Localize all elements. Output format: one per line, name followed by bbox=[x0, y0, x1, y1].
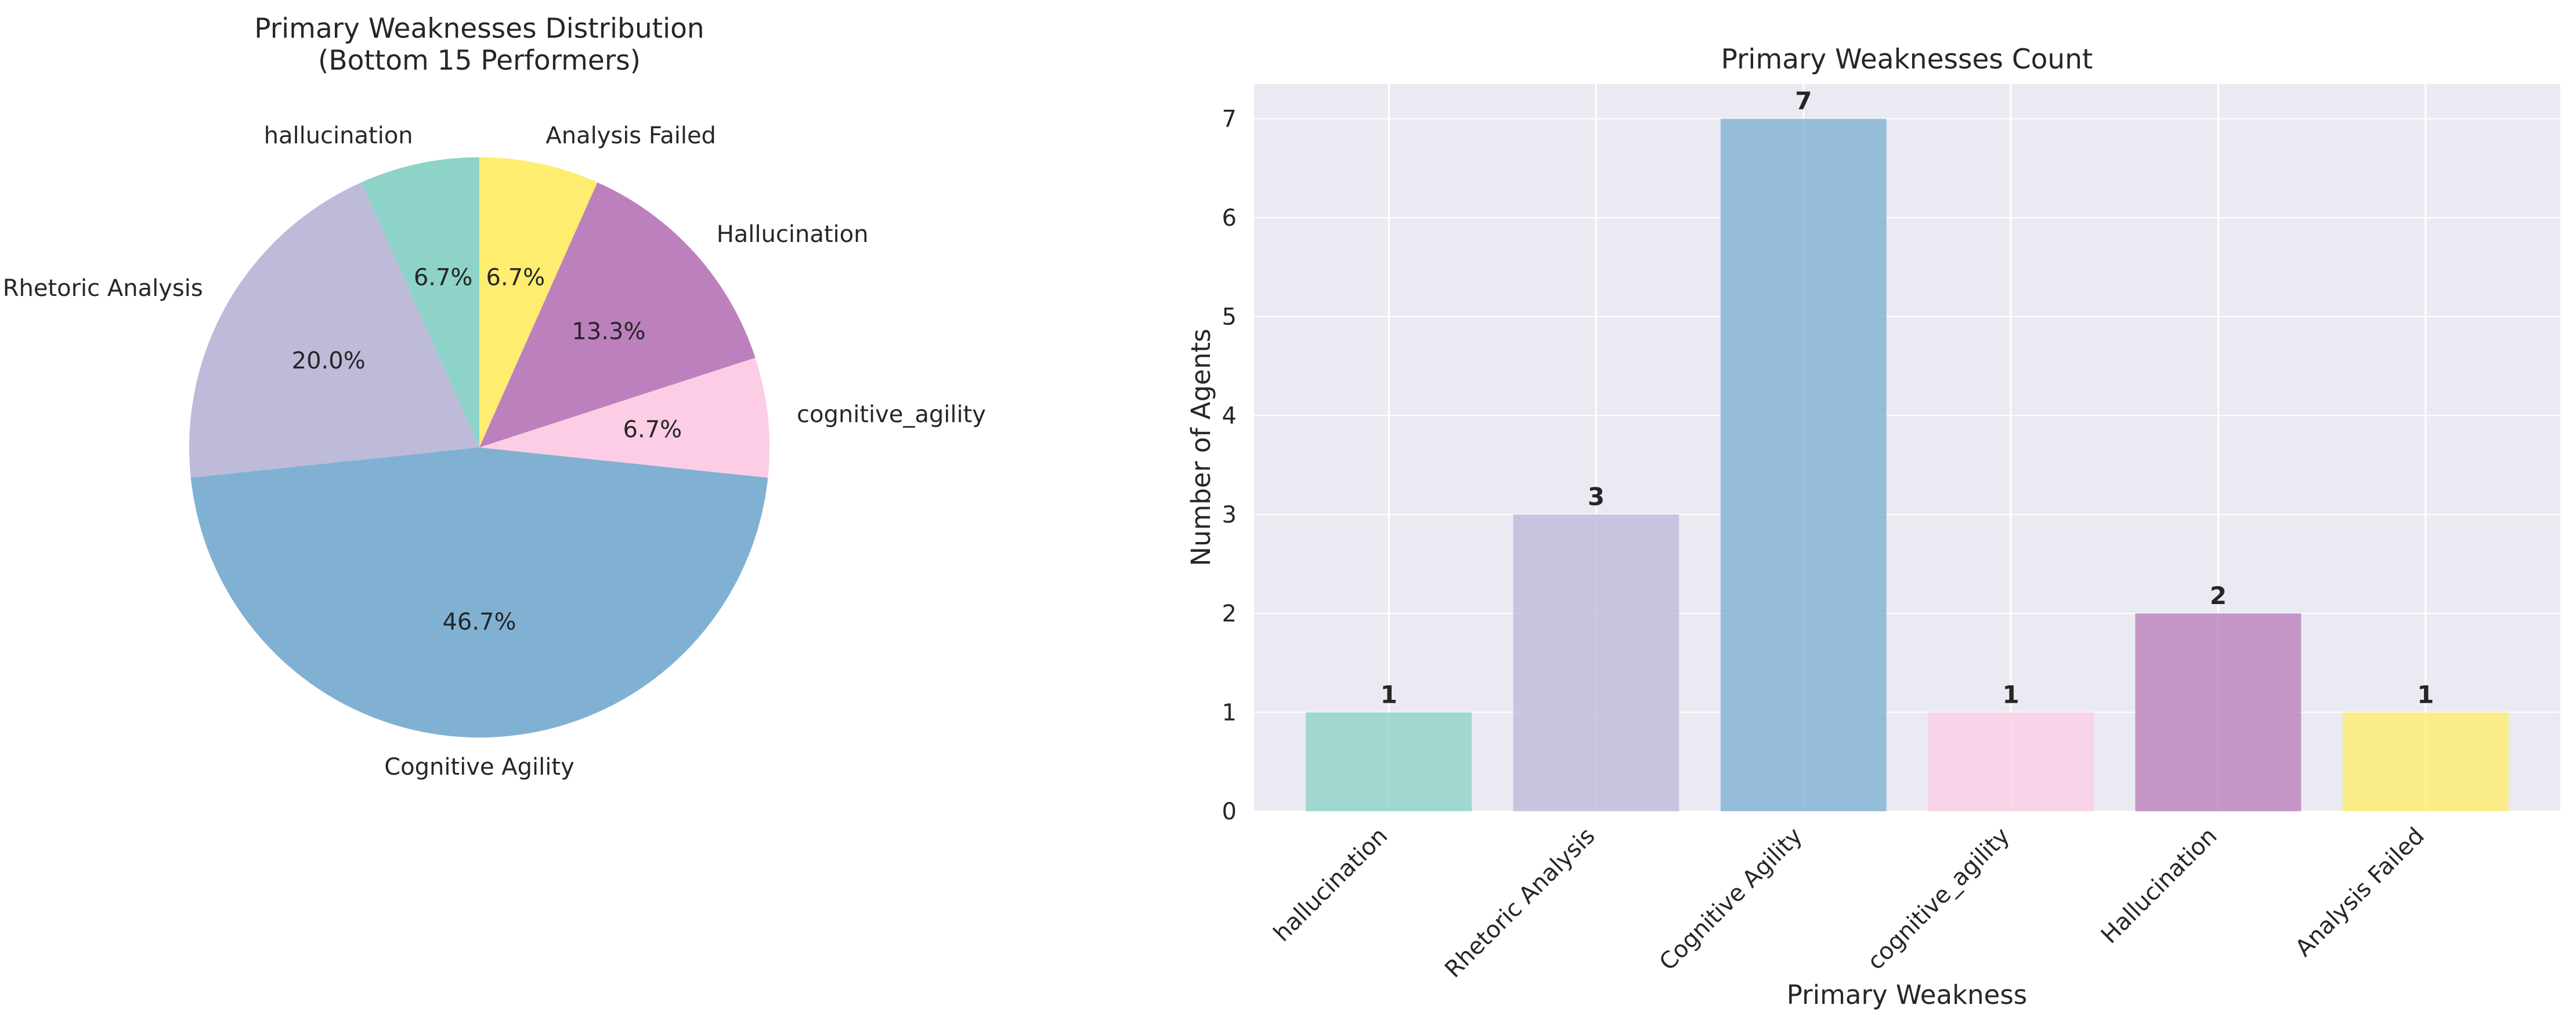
bar-y-axis-label: Number of Agents bbox=[1186, 328, 1216, 566]
pie-percent-label: 6.7% bbox=[414, 265, 473, 291]
pie-category-label: Analysis Failed bbox=[545, 122, 716, 149]
y-tick-label: 4 bbox=[1222, 403, 1237, 429]
bar-value-label: 3 bbox=[1588, 483, 1605, 511]
pie-slice bbox=[479, 157, 598, 447]
pie-category-label: hallucination bbox=[264, 122, 413, 149]
bar bbox=[1306, 712, 1472, 811]
bar-x-ticks: hallucination Rhetoric Analysis Cognitive … bbox=[1269, 823, 2430, 983]
pie-percent-label: 46.7% bbox=[442, 609, 516, 635]
pie-category-label: Rhetoric Analysis bbox=[3, 275, 203, 302]
x-tick-label: Rhetoric Analysis bbox=[1440, 823, 1600, 983]
pie-percent-label: 13.3% bbox=[572, 318, 645, 345]
pie-slice bbox=[479, 357, 769, 478]
bar bbox=[1720, 118, 1887, 812]
pie-percent-label: 6.7% bbox=[486, 265, 545, 291]
pie-slice bbox=[189, 182, 479, 478]
bar-x-axis-label: Primary Weakness bbox=[1787, 980, 2027, 1010]
y-tick-label: 3 bbox=[1222, 502, 1237, 529]
y-tick-label: 6 bbox=[1222, 205, 1237, 232]
x-tick-label: Analysis Failed bbox=[2290, 823, 2430, 962]
y-tick-label: 7 bbox=[1222, 106, 1237, 133]
pie-slice bbox=[361, 157, 479, 447]
bar bbox=[2342, 712, 2509, 811]
pie-slices bbox=[189, 157, 769, 738]
y-tick-label: 5 bbox=[1222, 304, 1237, 331]
pie-percent-label: 20.0% bbox=[292, 348, 366, 374]
x-tick-label: cognitive_agility bbox=[1862, 823, 2015, 975]
pie-percent-label: 6.7% bbox=[623, 417, 682, 443]
y-tick-label: 2 bbox=[1222, 601, 1237, 627]
bar-value-label: 1 bbox=[2417, 681, 2434, 709]
pie-category-label: Hallucination bbox=[717, 221, 869, 248]
bar-value-label: 2 bbox=[2210, 581, 2227, 610]
pie-slice bbox=[190, 447, 768, 738]
x-tick-label: Hallucination bbox=[2096, 823, 2223, 949]
pie-labels: 6.7% hallucination 20.0% Rhetoric Analysis 4… bbox=[3, 122, 986, 780]
bar bbox=[2135, 613, 2302, 811]
y-tick-label: 1 bbox=[1222, 700, 1237, 727]
bar-title: Primary Weaknesses Count bbox=[1721, 44, 2093, 75]
x-tick-label: Cognitive Agility bbox=[1654, 823, 1808, 976]
x-tick-label: hallucination bbox=[1269, 823, 1393, 947]
pie-title-line2: (Bottom 15 Performers) bbox=[318, 45, 641, 77]
pie-category-label: cognitive_agility bbox=[797, 402, 986, 428]
pie-slice bbox=[479, 182, 756, 447]
bar-value-label: 1 bbox=[2003, 681, 2019, 709]
pie-category-label: Cognitive Agility bbox=[384, 754, 575, 780]
y-tick-label: 0 bbox=[1222, 798, 1237, 825]
bar-y-ticks: 0 1 2 3 4 5 6 7 bbox=[1222, 106, 1237, 825]
bar bbox=[1513, 514, 1679, 811]
pie-title-line1: Primary Weaknesses Distribution bbox=[254, 13, 704, 45]
bar bbox=[1928, 712, 2094, 811]
bar-value-label: 1 bbox=[1381, 681, 1397, 709]
bar-plot-area bbox=[1254, 84, 2560, 811]
bar-value-label: 7 bbox=[1795, 87, 1812, 115]
pie-chart: Primary Weaknesses Distribution (Bottom … bbox=[3, 13, 986, 780]
